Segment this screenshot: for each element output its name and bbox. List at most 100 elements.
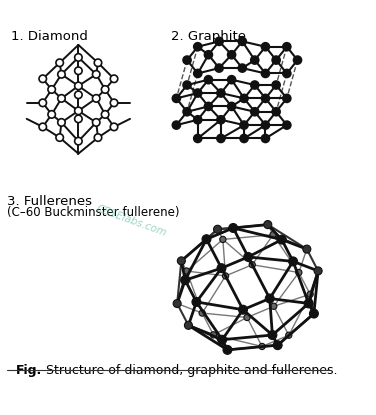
Circle shape bbox=[251, 56, 259, 64]
Circle shape bbox=[39, 99, 47, 107]
Circle shape bbox=[277, 235, 286, 244]
Circle shape bbox=[56, 134, 64, 142]
Circle shape bbox=[205, 76, 212, 84]
Circle shape bbox=[240, 121, 248, 129]
Circle shape bbox=[227, 51, 236, 59]
Circle shape bbox=[194, 116, 202, 124]
Circle shape bbox=[261, 134, 270, 142]
Circle shape bbox=[223, 273, 229, 279]
Circle shape bbox=[58, 95, 65, 102]
Text: CBSElabs.com: CBSElabs.com bbox=[95, 203, 168, 238]
Circle shape bbox=[48, 111, 55, 118]
Circle shape bbox=[205, 51, 212, 59]
Circle shape bbox=[172, 121, 180, 129]
Circle shape bbox=[268, 331, 277, 339]
Circle shape bbox=[92, 95, 100, 102]
Circle shape bbox=[58, 119, 65, 126]
Circle shape bbox=[215, 64, 223, 72]
Circle shape bbox=[172, 94, 180, 103]
Circle shape bbox=[218, 335, 227, 344]
Circle shape bbox=[270, 232, 276, 238]
Circle shape bbox=[39, 75, 47, 83]
Circle shape bbox=[75, 82, 82, 90]
Circle shape bbox=[251, 108, 259, 116]
Circle shape bbox=[110, 123, 118, 131]
Circle shape bbox=[202, 235, 211, 244]
Circle shape bbox=[199, 310, 205, 316]
Circle shape bbox=[48, 86, 55, 93]
Circle shape bbox=[286, 332, 292, 338]
Circle shape bbox=[92, 119, 100, 126]
Circle shape bbox=[244, 315, 250, 321]
Circle shape bbox=[177, 257, 185, 265]
Circle shape bbox=[229, 224, 238, 232]
Circle shape bbox=[194, 69, 202, 78]
Circle shape bbox=[283, 43, 291, 51]
Circle shape bbox=[261, 94, 270, 103]
Circle shape bbox=[264, 221, 272, 229]
Text: 2. Graphite: 2. Graphite bbox=[171, 30, 246, 43]
Circle shape bbox=[261, 69, 270, 78]
Circle shape bbox=[251, 81, 259, 89]
Circle shape bbox=[184, 321, 193, 330]
Circle shape bbox=[296, 269, 302, 276]
Circle shape bbox=[192, 298, 201, 306]
Circle shape bbox=[92, 71, 100, 78]
Circle shape bbox=[294, 56, 302, 64]
Text: 3. Fullerenes: 3. Fullerenes bbox=[7, 195, 92, 208]
Circle shape bbox=[238, 37, 246, 45]
Circle shape bbox=[183, 56, 191, 64]
Circle shape bbox=[271, 303, 277, 310]
Circle shape bbox=[194, 43, 202, 51]
Circle shape bbox=[303, 245, 311, 253]
Circle shape bbox=[217, 89, 225, 97]
Circle shape bbox=[205, 103, 212, 110]
Circle shape bbox=[75, 107, 82, 115]
Circle shape bbox=[283, 69, 291, 78]
Circle shape bbox=[238, 305, 247, 314]
Circle shape bbox=[307, 291, 313, 298]
Text: Structure of diamond, graphite and fullerenes.: Structure of diamond, graphite and fulle… bbox=[46, 364, 338, 377]
Circle shape bbox=[102, 111, 109, 118]
Circle shape bbox=[309, 309, 318, 318]
Circle shape bbox=[181, 276, 190, 285]
Circle shape bbox=[94, 59, 102, 66]
Circle shape bbox=[240, 94, 248, 103]
Circle shape bbox=[265, 294, 274, 303]
Circle shape bbox=[194, 89, 202, 97]
Circle shape bbox=[261, 43, 270, 51]
Circle shape bbox=[227, 76, 236, 84]
Circle shape bbox=[58, 71, 65, 78]
Circle shape bbox=[215, 37, 223, 45]
Circle shape bbox=[102, 86, 109, 93]
Circle shape bbox=[261, 121, 270, 129]
Circle shape bbox=[173, 300, 181, 308]
Circle shape bbox=[217, 116, 225, 124]
Circle shape bbox=[75, 115, 82, 122]
Circle shape bbox=[272, 108, 280, 116]
Text: Fig.: Fig. bbox=[16, 364, 42, 377]
Circle shape bbox=[273, 341, 282, 350]
Circle shape bbox=[283, 121, 291, 129]
Circle shape bbox=[223, 345, 232, 354]
Text: (C–60 Buckminster fullerene): (C–60 Buckminster fullerene) bbox=[7, 206, 180, 219]
Circle shape bbox=[217, 264, 226, 273]
Circle shape bbox=[94, 134, 102, 142]
Circle shape bbox=[75, 67, 82, 75]
Circle shape bbox=[210, 332, 217, 338]
Circle shape bbox=[39, 123, 47, 131]
Circle shape bbox=[183, 81, 191, 89]
Circle shape bbox=[272, 56, 280, 64]
Circle shape bbox=[289, 257, 297, 266]
Circle shape bbox=[75, 137, 82, 145]
Circle shape bbox=[194, 134, 202, 142]
Circle shape bbox=[238, 64, 246, 72]
Circle shape bbox=[314, 267, 322, 275]
Circle shape bbox=[110, 75, 118, 83]
Text: 1. Diamond: 1. Diamond bbox=[11, 30, 88, 43]
Circle shape bbox=[183, 108, 191, 116]
Circle shape bbox=[283, 94, 291, 103]
Circle shape bbox=[183, 268, 190, 274]
Circle shape bbox=[244, 252, 253, 261]
Circle shape bbox=[75, 91, 82, 98]
